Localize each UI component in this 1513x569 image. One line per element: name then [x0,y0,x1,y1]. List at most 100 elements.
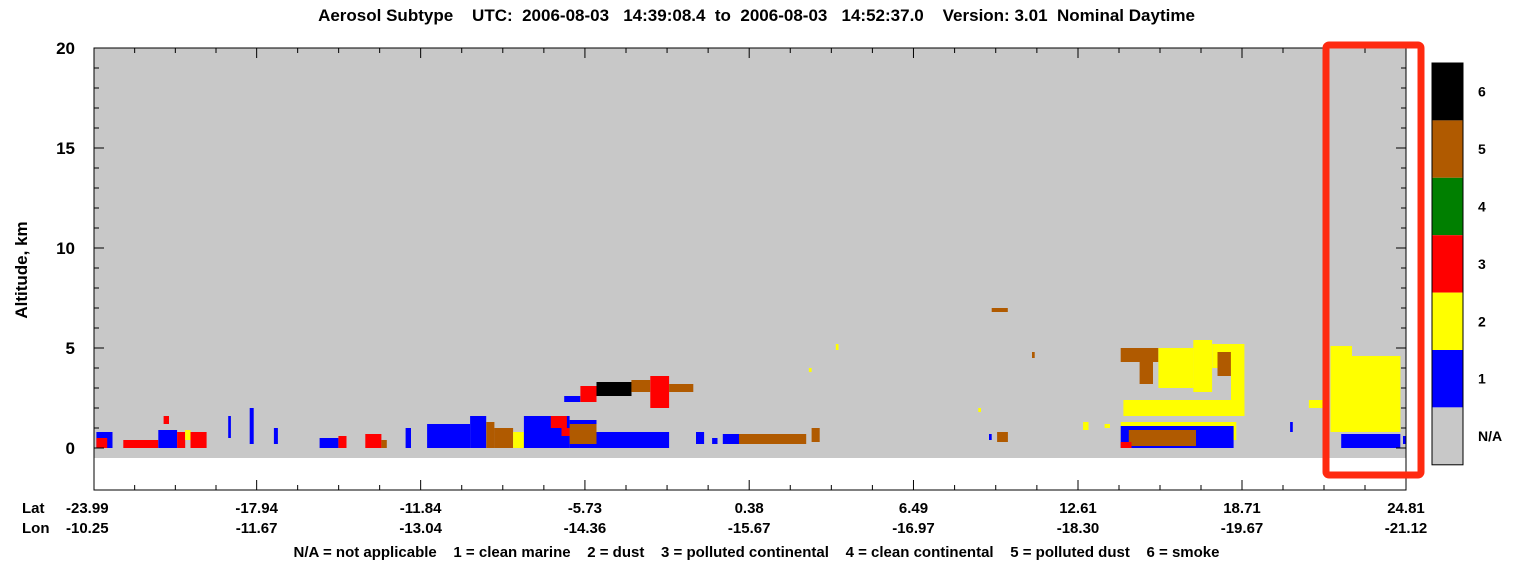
aerosol-segment [978,408,981,412]
legend-swatch [1432,120,1463,178]
aerosol-segment [811,428,820,442]
legend-footnote: N/A = not applicable 1 = clean marine 2 … [293,544,1220,561]
aerosol-segment [1308,400,1328,408]
lat-tick-label: -11.84 [400,500,442,517]
lon-tick-label: -15.67 [728,520,771,537]
aerosol-segment [319,438,339,448]
lat-tick-label: -5.73 [568,500,602,517]
y-tick-label: 20 [56,39,75,58]
y-tick-label: 15 [56,139,75,158]
aerosol-segments [96,308,1406,448]
aerosol-segment [1403,436,1406,444]
aerosol-segment [494,428,514,448]
lat-tick-label: 12.61 [1059,500,1097,517]
y-tick-label: 5 [66,339,75,358]
aerosol-segment [96,438,108,448]
aerosol-segment [596,432,670,448]
legend-swatch [1432,235,1463,293]
aerosol-segment [550,416,567,428]
legend-swatch [1432,177,1463,236]
aerosol-segment [1217,352,1231,376]
aerosol-segment [405,428,411,448]
legend-label: 3 [1478,256,1486,272]
lon-tick-label: -16.97 [892,520,935,537]
legend-label: 1 [1478,371,1486,387]
aerosol-segment [365,434,382,448]
aerosol-segment [177,432,186,448]
x-axis: -23.99 -10.25 -17.94 -11.67 -11.84 -13.04 -5.7… [66,48,1427,537]
aerosol-segment [228,416,231,438]
lat-tick-label: -23.99 [66,500,109,517]
aerosol-segment [273,428,278,444]
aerosol-segment [669,384,694,392]
legend-swatch [1432,407,1463,465]
aerosol-segment [1032,352,1035,358]
aerosol-segment [631,380,651,392]
y-tick-label: 0 [66,439,75,458]
lat-tick-label: 18.71 [1223,500,1261,517]
aerosol-segment [1158,348,1194,388]
legend-swatch [1432,292,1463,350]
lon-tick-label: -19.67 [1221,520,1264,537]
aerosol-segment [513,432,524,448]
lat-tick-label: -17.94 [235,500,278,517]
aerosol-segment [338,436,347,448]
aerosol-segment [561,428,578,436]
aerosol-segment [650,376,670,408]
aerosol-segment [136,440,159,448]
y-tick-label: 10 [56,239,75,258]
aerosol-segment [991,308,1008,312]
lat-tick-label: 0.38 [735,500,764,517]
aerosol-segment [486,422,495,448]
y-axis: 0 5 10 15 20 [56,39,1406,458]
aerosol-segment [997,432,1008,442]
lon-tick-label: -11.67 [236,520,278,537]
aerosol-segment [1123,400,1245,416]
aerosol-segment [696,432,705,444]
y-axis-label: Altitude, km [12,221,31,318]
aerosol-segment [1104,424,1110,428]
legend-label: N/A [1478,428,1502,444]
aerosol-segment [712,438,718,444]
aerosol-segment [1231,344,1245,416]
aerosol-segment [564,396,581,402]
aerosol-segment [381,440,387,448]
aerosol-segment [470,416,487,448]
aerosol-segment [1128,430,1196,446]
chart-title: Aerosol Subtype UTC: 2006-08-03 14:39:08… [318,6,1195,25]
lon-tick-label: -18.30 [1057,520,1100,537]
lat-row-label: Lat [22,500,45,517]
lat-tick-label: 24.81 [1387,500,1425,517]
aerosol-segment [580,386,597,402]
legend-label: 2 [1478,313,1486,329]
aerosol-segment [1341,434,1401,448]
plot-background [94,48,1406,458]
lon-tick-label: -10.25 [66,520,109,537]
aerosol-segment [835,344,839,350]
highlight-box [1322,41,1425,479]
aerosol-segment [1193,340,1213,392]
legend-swatch [1432,350,1463,408]
aerosol-segment [1120,442,1132,448]
lon-tick-label: -21.12 [1385,520,1428,537]
aerosol-segment [739,434,807,444]
legend-label: 4 [1478,199,1486,215]
aerosol-segment [123,440,140,448]
legend: 6 5 4 3 2 1 N/A [1431,62,1502,466]
aerosol-segment [1330,346,1352,432]
aerosol-segment [1083,422,1089,430]
aerosol-segment [569,424,597,444]
lon-tick-label: -13.04 [399,520,442,537]
aerosol-segment [163,416,169,424]
aerosol-segment [1139,362,1153,384]
aerosol-segment [185,430,191,440]
legend-label: 6 [1478,84,1486,100]
aerosol-segment [596,382,632,396]
plot-frame [93,47,1407,491]
lon-row-label: Lon [22,520,50,537]
aerosol-segment [1120,348,1159,362]
aerosol-segment [808,368,812,372]
legend-label: 5 [1478,141,1486,157]
aerosol-segment [190,432,207,448]
